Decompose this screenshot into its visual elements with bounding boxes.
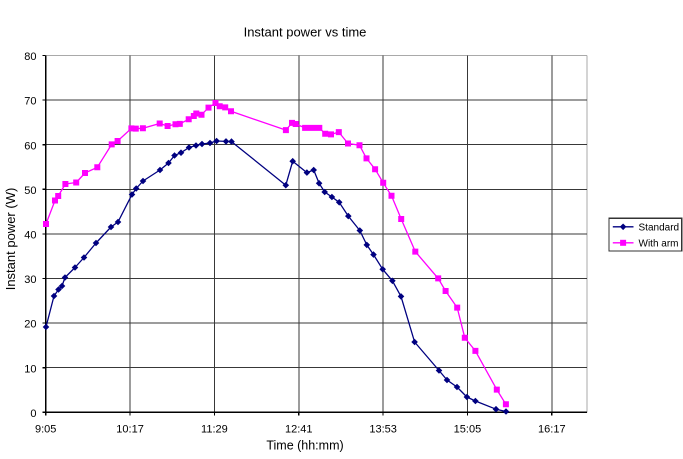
svg-text:50: 50	[24, 185, 36, 197]
svg-text:15:05: 15:05	[454, 424, 482, 436]
svg-text:30: 30	[24, 274, 36, 286]
svg-text:9:05: 9:05	[35, 424, 56, 436]
svg-text:Standard: Standard	[639, 222, 680, 233]
svg-text:70: 70	[24, 96, 36, 108]
svg-text:40: 40	[24, 230, 36, 242]
svg-text:80: 80	[24, 51, 36, 63]
svg-text:20: 20	[24, 319, 36, 331]
svg-text:12:41: 12:41	[285, 424, 313, 436]
svg-text:16:17: 16:17	[538, 424, 566, 436]
svg-text:Instant power (W): Instant power (W)	[3, 188, 18, 291]
svg-text:Time (hh:mm): Time (hh:mm)	[266, 439, 343, 453]
svg-text:11:29: 11:29	[201, 424, 228, 436]
svg-text:With arm: With arm	[639, 238, 679, 249]
svg-text:0: 0	[30, 408, 36, 420]
svg-text:Instant power vs time: Instant power vs time	[244, 25, 367, 40]
svg-text:10:17: 10:17	[116, 424, 144, 436]
svg-text:10: 10	[24, 363, 36, 375]
svg-text:60: 60	[24, 140, 36, 152]
svg-text:13:53: 13:53	[369, 424, 397, 436]
